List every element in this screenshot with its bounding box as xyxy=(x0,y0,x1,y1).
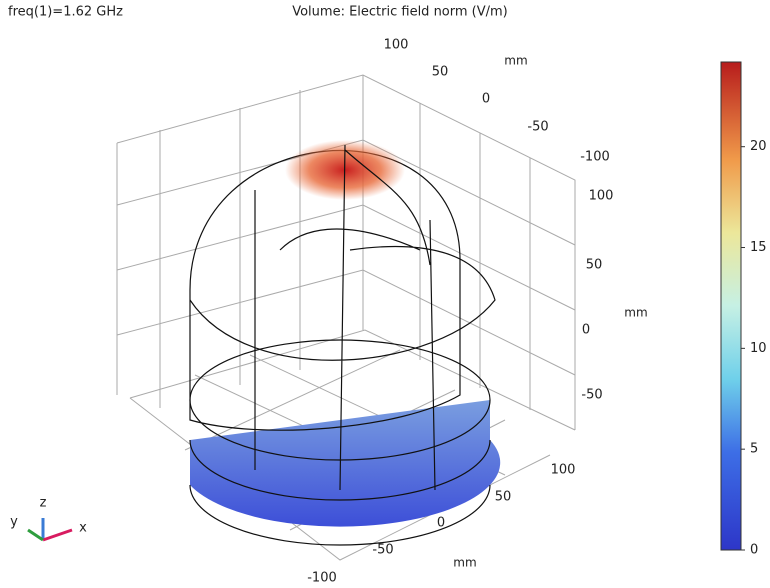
y-tick-label: 0 xyxy=(482,92,490,107)
y-axis-unit: mm xyxy=(504,54,527,68)
colorbar-tick-label: 0 xyxy=(750,543,758,558)
chart-title: Volume: Electric field norm (V/m) xyxy=(292,5,508,20)
x-tick-label: -100 xyxy=(307,571,337,586)
x-tick-label: 0 xyxy=(437,516,445,531)
frequency-label: freq(1)=1.62 GHz xyxy=(8,5,123,20)
z-tick-label: 100 xyxy=(589,189,614,204)
triad-y: y xyxy=(10,515,18,530)
y-tick-label: 100 xyxy=(384,38,409,53)
z-tick-label: -50 xyxy=(581,388,602,403)
colorbar-tick-label: 15 xyxy=(750,240,767,255)
geometry xyxy=(189,140,501,546)
x-axis-unit: mm xyxy=(453,556,476,570)
triad-z: z xyxy=(40,496,47,511)
triad: z x y xyxy=(10,496,87,542)
colorbar-tick-label: 20 xyxy=(750,139,767,154)
colorbar-tick-label: 10 xyxy=(750,341,767,356)
triad-x: x xyxy=(79,521,87,536)
x-tick-label: 100 xyxy=(551,463,576,478)
y-tick-label: 50 xyxy=(432,65,449,80)
z-axis-unit: mm xyxy=(624,306,647,320)
z-tick-label: 50 xyxy=(586,258,603,273)
x-tick-label: 50 xyxy=(495,490,512,505)
y-tick-label: -50 xyxy=(527,120,548,135)
x-tick-label: -50 xyxy=(372,543,393,558)
z-tick-label: 0 xyxy=(582,323,590,338)
y-tick-label: -100 xyxy=(580,150,610,165)
colorbar xyxy=(720,61,742,551)
colorbar-tick-label: 5 xyxy=(750,442,758,457)
